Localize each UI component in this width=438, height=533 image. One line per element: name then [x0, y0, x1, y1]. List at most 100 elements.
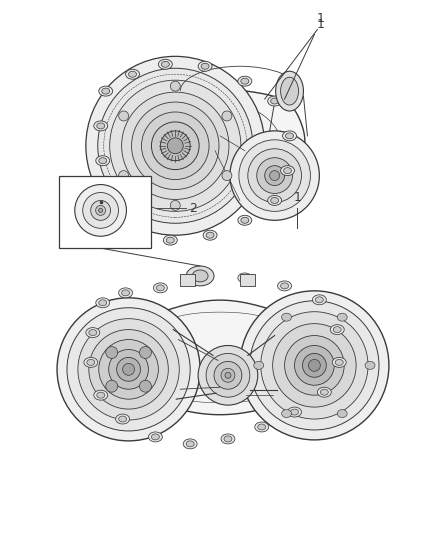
Ellipse shape [91, 200, 110, 220]
Ellipse shape [224, 436, 232, 442]
Ellipse shape [166, 237, 174, 243]
Ellipse shape [139, 380, 152, 392]
Ellipse shape [122, 290, 130, 296]
Ellipse shape [86, 328, 100, 337]
Text: 1: 1 [316, 18, 324, 30]
Text: 1: 1 [293, 191, 301, 204]
Ellipse shape [203, 230, 217, 240]
Ellipse shape [116, 414, 130, 424]
Ellipse shape [281, 166, 294, 175]
Ellipse shape [97, 392, 105, 398]
Ellipse shape [268, 96, 282, 106]
Ellipse shape [221, 434, 235, 444]
Ellipse shape [94, 121, 108, 131]
Ellipse shape [99, 340, 159, 399]
Ellipse shape [333, 327, 341, 333]
Ellipse shape [282, 313, 292, 321]
Ellipse shape [119, 171, 129, 181]
Ellipse shape [201, 63, 209, 69]
Ellipse shape [119, 111, 129, 121]
Ellipse shape [198, 61, 212, 71]
Bar [59, 175, 152, 248]
Ellipse shape [221, 368, 235, 382]
Ellipse shape [75, 184, 127, 236]
Ellipse shape [241, 217, 249, 223]
Ellipse shape [288, 407, 301, 417]
Polygon shape [95, 88, 305, 207]
Ellipse shape [290, 409, 298, 415]
Ellipse shape [122, 92, 229, 199]
Ellipse shape [254, 361, 264, 369]
Ellipse shape [315, 297, 323, 303]
Ellipse shape [129, 220, 142, 230]
Ellipse shape [365, 361, 375, 369]
Ellipse shape [159, 59, 172, 69]
Ellipse shape [335, 359, 343, 365]
Ellipse shape [99, 158, 107, 164]
Ellipse shape [283, 168, 292, 174]
Ellipse shape [241, 78, 249, 84]
Ellipse shape [294, 345, 334, 385]
Ellipse shape [278, 281, 292, 291]
Ellipse shape [131, 102, 219, 190]
Ellipse shape [268, 196, 282, 205]
Ellipse shape [238, 76, 252, 86]
Ellipse shape [152, 122, 199, 169]
Ellipse shape [106, 190, 120, 200]
Ellipse shape [222, 171, 232, 181]
Ellipse shape [337, 409, 347, 417]
Ellipse shape [83, 192, 119, 228]
Ellipse shape [106, 346, 118, 359]
Ellipse shape [109, 192, 117, 198]
Ellipse shape [230, 131, 319, 220]
Ellipse shape [109, 350, 148, 389]
Ellipse shape [281, 283, 289, 289]
Ellipse shape [186, 441, 194, 447]
Ellipse shape [238, 215, 252, 225]
Ellipse shape [139, 346, 152, 359]
Ellipse shape [152, 434, 159, 440]
Ellipse shape [257, 158, 293, 193]
Ellipse shape [240, 291, 389, 440]
Ellipse shape [238, 273, 252, 283]
Ellipse shape [106, 380, 118, 392]
Ellipse shape [95, 205, 106, 215]
Ellipse shape [271, 197, 279, 204]
Ellipse shape [78, 319, 179, 420]
Ellipse shape [281, 77, 298, 105]
Ellipse shape [255, 422, 268, 432]
Ellipse shape [119, 288, 133, 298]
Ellipse shape [86, 56, 265, 235]
Text: 1: 1 [316, 12, 324, 25]
Ellipse shape [318, 387, 331, 397]
Ellipse shape [119, 416, 127, 422]
Ellipse shape [241, 275, 249, 281]
Ellipse shape [148, 432, 162, 442]
Ellipse shape [206, 353, 250, 397]
Ellipse shape [192, 270, 208, 282]
Ellipse shape [99, 208, 102, 212]
Ellipse shape [129, 71, 137, 77]
Ellipse shape [98, 68, 253, 223]
Ellipse shape [96, 298, 110, 308]
Ellipse shape [57, 298, 200, 441]
Ellipse shape [225, 373, 231, 378]
Ellipse shape [276, 71, 304, 111]
Ellipse shape [89, 329, 168, 409]
Ellipse shape [183, 439, 197, 449]
Ellipse shape [170, 200, 180, 211]
Ellipse shape [161, 61, 170, 67]
Ellipse shape [248, 149, 301, 203]
Ellipse shape [96, 156, 110, 166]
Ellipse shape [308, 359, 320, 372]
Bar [240, 274, 255, 286]
Ellipse shape [186, 266, 214, 286]
Ellipse shape [117, 358, 141, 381]
Ellipse shape [87, 359, 95, 365]
Ellipse shape [167, 138, 183, 154]
Ellipse shape [84, 358, 98, 367]
Ellipse shape [265, 166, 285, 185]
Ellipse shape [153, 283, 167, 293]
Ellipse shape [110, 80, 241, 212]
Bar [180, 274, 195, 286]
